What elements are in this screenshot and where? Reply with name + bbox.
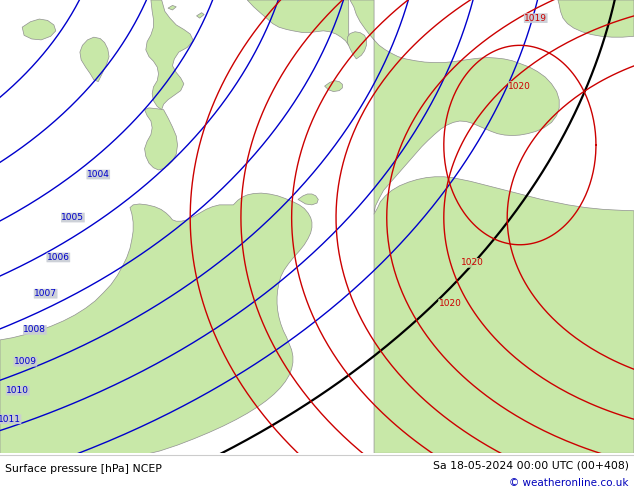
Polygon shape xyxy=(298,194,318,205)
Text: 1004: 1004 xyxy=(87,170,110,179)
Polygon shape xyxy=(374,177,634,453)
Text: © weatheronline.co.uk: © weatheronline.co.uk xyxy=(510,478,629,488)
Polygon shape xyxy=(22,19,56,40)
Polygon shape xyxy=(145,108,178,170)
Polygon shape xyxy=(347,32,366,59)
Text: 1020: 1020 xyxy=(461,258,484,268)
Text: Sa 18-05-2024 00:00 UTC (00+408): Sa 18-05-2024 00:00 UTC (00+408) xyxy=(433,460,629,470)
Text: 1006: 1006 xyxy=(47,253,70,262)
Polygon shape xyxy=(325,81,342,92)
Text: 1008: 1008 xyxy=(23,325,46,335)
Text: 1020: 1020 xyxy=(508,82,531,91)
Polygon shape xyxy=(0,193,312,456)
Text: 1009: 1009 xyxy=(14,357,37,366)
Polygon shape xyxy=(197,13,204,18)
Text: 1007: 1007 xyxy=(34,289,57,298)
Polygon shape xyxy=(558,0,634,37)
Polygon shape xyxy=(146,0,193,110)
Text: 1019: 1019 xyxy=(524,14,547,23)
Polygon shape xyxy=(350,0,559,215)
Text: 1010: 1010 xyxy=(6,386,29,395)
Text: 1011: 1011 xyxy=(0,415,21,424)
Polygon shape xyxy=(80,37,109,82)
Polygon shape xyxy=(168,5,176,10)
Text: 1020: 1020 xyxy=(439,299,462,308)
Text: 1005: 1005 xyxy=(61,213,84,222)
Polygon shape xyxy=(247,0,349,46)
Text: Surface pressure [hPa] NCEP: Surface pressure [hPa] NCEP xyxy=(5,464,162,474)
